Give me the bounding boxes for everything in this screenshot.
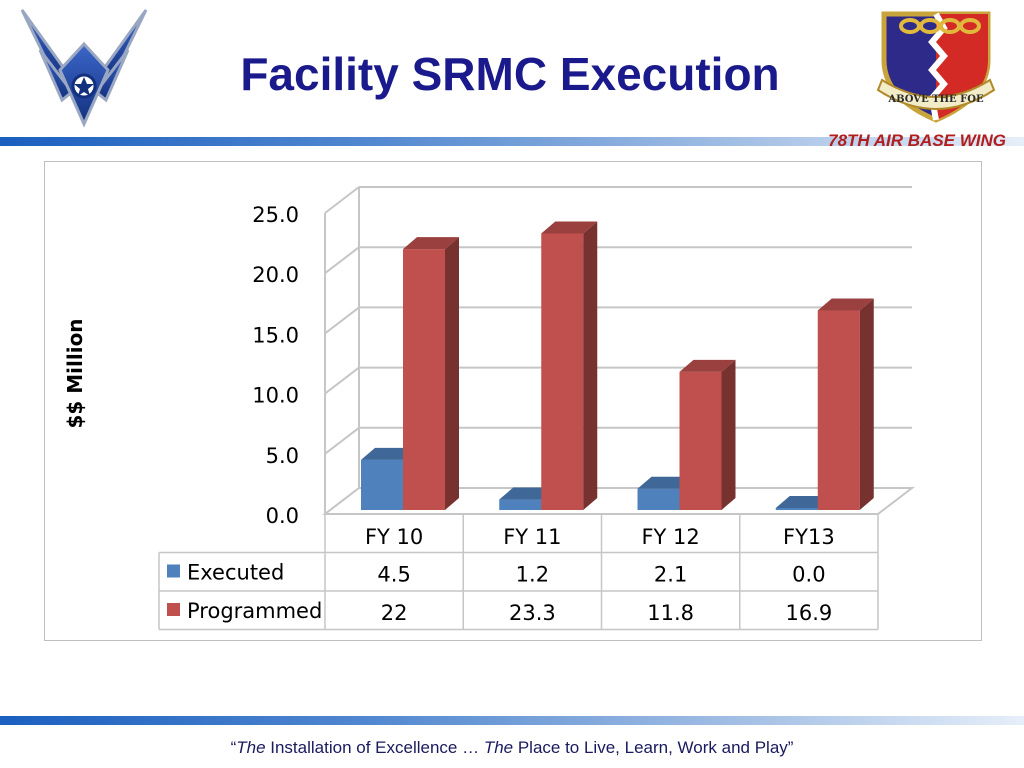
gridline-side [324,246,360,274]
footer-tagline: “The Installation of Excellence … The Pl… [0,738,1024,758]
category-label: FY13 [783,525,835,549]
bar-top [403,237,459,250]
footer-em-1: The [236,738,266,757]
crest-motto: ABOVE THE FOE [887,94,984,105]
bar-side [583,221,598,510]
footer-quote-open: “ [230,738,237,757]
air-force-logo [20,9,148,128]
gridline-side [324,427,360,455]
legend-swatch [167,603,180,616]
footer-divider [0,716,1024,725]
bar-chart: 0.0 5.0 10.0 15.0 20.0 25.0 $$ Million FY 10 FY … [63,186,915,631]
bar-front [403,249,445,510]
legend-label: Executed [187,561,284,585]
legend-swatch [167,564,180,578]
bar-side [445,237,459,510]
bar-front [817,310,860,510]
bar-side [721,359,736,510]
y-tick-label: 5.0 [266,444,299,468]
data-label: 11.8 [647,601,694,625]
gridline-side [324,366,360,395]
footer-mid: Installation of Excellence … [265,738,484,757]
bar-front [499,499,542,510]
data-label: 16.9 [785,601,832,625]
bar-top [541,221,598,234]
bar-front [361,459,403,510]
data-label: 2.1 [654,563,687,587]
y-tick-label: 0.0 [266,504,299,528]
bar-side [859,298,874,510]
category-label: FY 12 [641,525,699,549]
data-label: 4.5 [377,563,410,587]
y-axis-title: $$ Million [63,318,87,428]
legend-label: Programmed [187,599,322,623]
bar-top [679,359,736,372]
footer-em-2: The [483,738,514,757]
data-label: 22 [381,601,408,625]
gridline-side [324,186,360,214]
data-label: 0.0 [792,563,825,587]
page-title: Facility SRMC Execution [240,48,780,100]
category-label: FY 11 [503,525,561,549]
header-divider [0,137,1024,146]
y-tick-label: 15.0 [252,323,299,347]
bar-front [541,233,584,510]
data-label: 1.2 [516,563,549,587]
y-tick-label: 25.0 [252,203,299,227]
chart-floor [322,487,915,515]
y-tick-label: 20.0 [252,263,299,287]
bar-front [679,371,722,510]
bar-front [637,488,680,510]
wing-label: 78TH AIR BASE WING [828,131,1006,150]
y-tick-label: 10.0 [252,384,299,408]
gridline-side [324,306,360,335]
bar-front [775,508,818,510]
wing-crest-logo: ABOVE THE FOE [876,11,996,123]
footer-rest: Place to Live, Learn, Work and Play” [513,738,794,757]
bar-top [817,298,874,311]
category-label: FY 10 [365,525,423,549]
data-label: 23.3 [509,601,556,625]
